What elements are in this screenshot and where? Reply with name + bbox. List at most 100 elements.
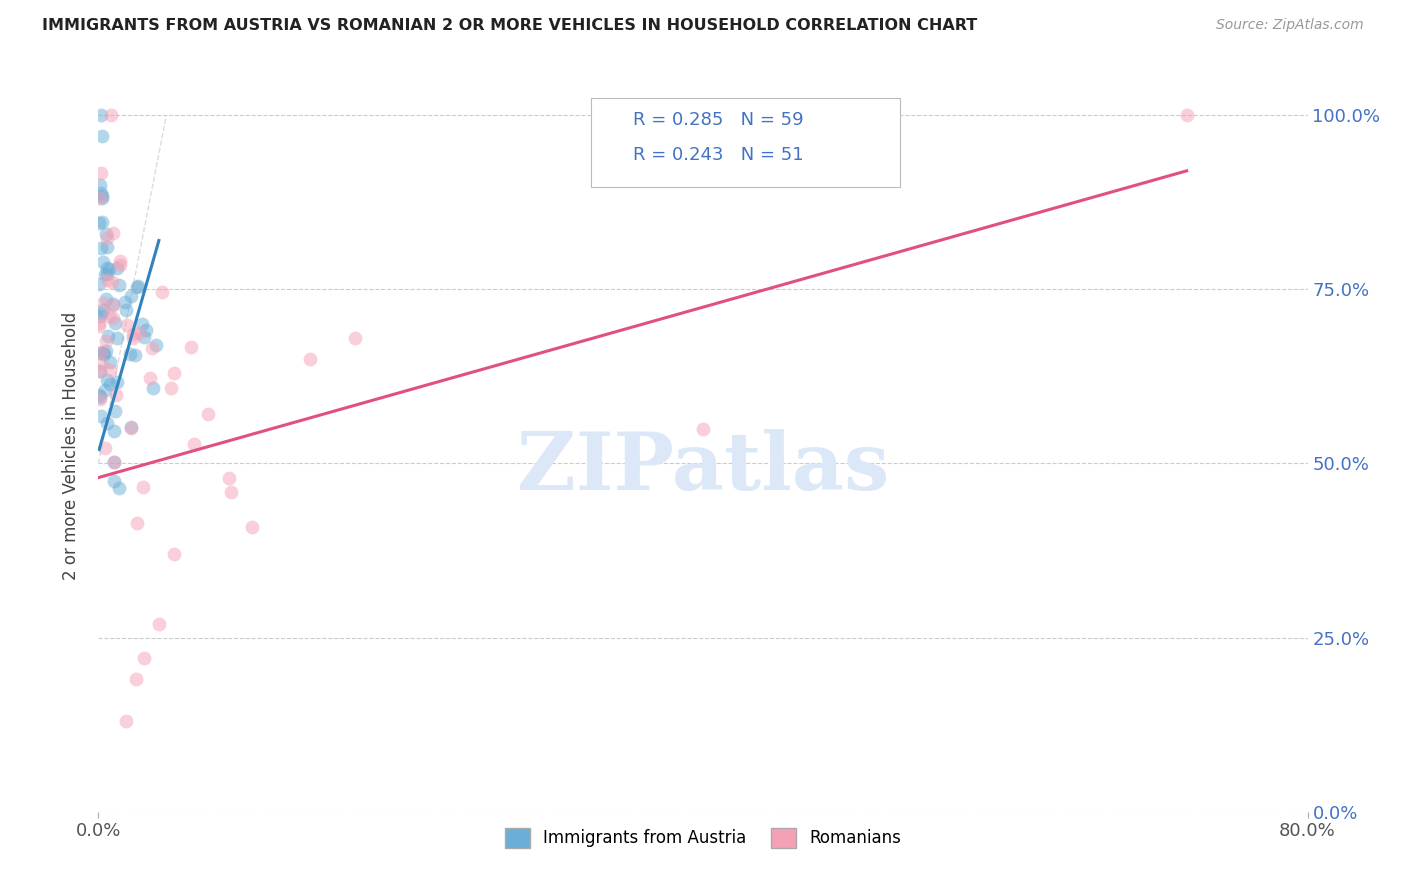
Point	[93, 383, 115, 397]
Point	[91, 128, 114, 143]
Point	[89, 388, 111, 402]
Point	[108, 481, 131, 495]
Point	[128, 326, 150, 341]
Point	[120, 420, 142, 434]
Point	[120, 421, 142, 435]
Point	[89, 277, 111, 292]
Point	[120, 289, 142, 303]
Point	[89, 178, 111, 192]
Point	[98, 377, 121, 392]
Point	[89, 316, 111, 330]
Point	[91, 346, 114, 360]
Point	[127, 516, 149, 531]
Point	[97, 310, 120, 324]
Point	[125, 673, 148, 687]
Point	[142, 381, 165, 395]
Point	[103, 475, 125, 489]
Point	[96, 231, 118, 245]
Point	[90, 346, 112, 360]
Point	[114, 294, 136, 309]
Point	[90, 306, 112, 320]
Point	[98, 363, 121, 377]
Point	[90, 188, 112, 202]
Point	[163, 366, 186, 380]
Point	[94, 227, 117, 242]
Point	[145, 338, 167, 352]
Point	[93, 347, 115, 361]
Point	[96, 240, 118, 254]
Point	[299, 351, 322, 366]
Point	[104, 317, 127, 331]
Point	[103, 455, 125, 469]
Point	[97, 329, 120, 343]
Point	[131, 317, 153, 331]
Point	[91, 255, 114, 269]
Point	[89, 191, 111, 205]
Point	[120, 347, 142, 361]
Point	[89, 364, 111, 378]
Point	[96, 261, 118, 276]
Text: Source: ZipAtlas.com: Source: ZipAtlas.com	[1216, 18, 1364, 32]
Point	[91, 215, 114, 229]
Point	[127, 280, 149, 294]
Point	[90, 241, 112, 255]
Text: ZIPatlas: ZIPatlas	[517, 429, 889, 507]
Point	[104, 404, 127, 418]
Point	[180, 340, 202, 354]
Point	[107, 277, 129, 292]
Point	[94, 334, 117, 348]
Point	[150, 285, 173, 299]
Point	[90, 108, 112, 122]
Point	[89, 390, 111, 404]
Text: R = 0.285   N = 59: R = 0.285 N = 59	[633, 111, 803, 128]
Y-axis label: 2 or more Vehicles in Household: 2 or more Vehicles in Household	[62, 312, 80, 580]
Point	[89, 216, 111, 230]
Point	[89, 318, 111, 333]
Point	[103, 424, 125, 438]
Text: R = 0.243   N = 51: R = 0.243 N = 51	[633, 146, 803, 164]
Point	[122, 327, 145, 342]
Point	[90, 186, 112, 201]
Point	[240, 519, 263, 533]
Point	[96, 416, 118, 430]
Point	[97, 262, 120, 277]
Point	[103, 455, 125, 469]
Point	[96, 273, 118, 287]
Point	[91, 303, 114, 318]
Text: IMMIGRANTS FROM AUSTRIA VS ROMANIAN 2 OR MORE VEHICLES IN HOUSEHOLD CORRELATION : IMMIGRANTS FROM AUSTRIA VS ROMANIAN 2 OR…	[42, 18, 977, 33]
Point	[103, 311, 125, 326]
Point	[90, 165, 112, 179]
Point	[96, 373, 118, 387]
Point	[89, 309, 111, 323]
Point	[96, 268, 118, 282]
Point	[105, 261, 128, 276]
Point	[100, 108, 122, 122]
Point	[90, 191, 112, 205]
Point	[90, 409, 112, 423]
Point	[344, 331, 367, 345]
Point	[98, 355, 121, 369]
Point	[114, 714, 136, 728]
Point	[91, 296, 114, 310]
Point	[101, 226, 124, 240]
Point	[1175, 108, 1198, 122]
Point	[93, 442, 115, 456]
Point	[108, 258, 131, 272]
Point	[219, 485, 242, 500]
Point	[132, 330, 155, 344]
Point	[114, 303, 136, 318]
Point	[139, 371, 162, 385]
Point	[163, 547, 186, 561]
Point	[107, 331, 129, 345]
Point	[89, 364, 111, 378]
Point	[108, 253, 131, 268]
Point	[141, 341, 163, 355]
Point	[127, 278, 149, 293]
Point	[148, 616, 170, 631]
Point	[135, 323, 157, 337]
Point	[122, 331, 145, 345]
Point	[117, 318, 139, 332]
Point	[218, 471, 240, 485]
Point	[90, 344, 112, 359]
Point	[96, 344, 118, 359]
